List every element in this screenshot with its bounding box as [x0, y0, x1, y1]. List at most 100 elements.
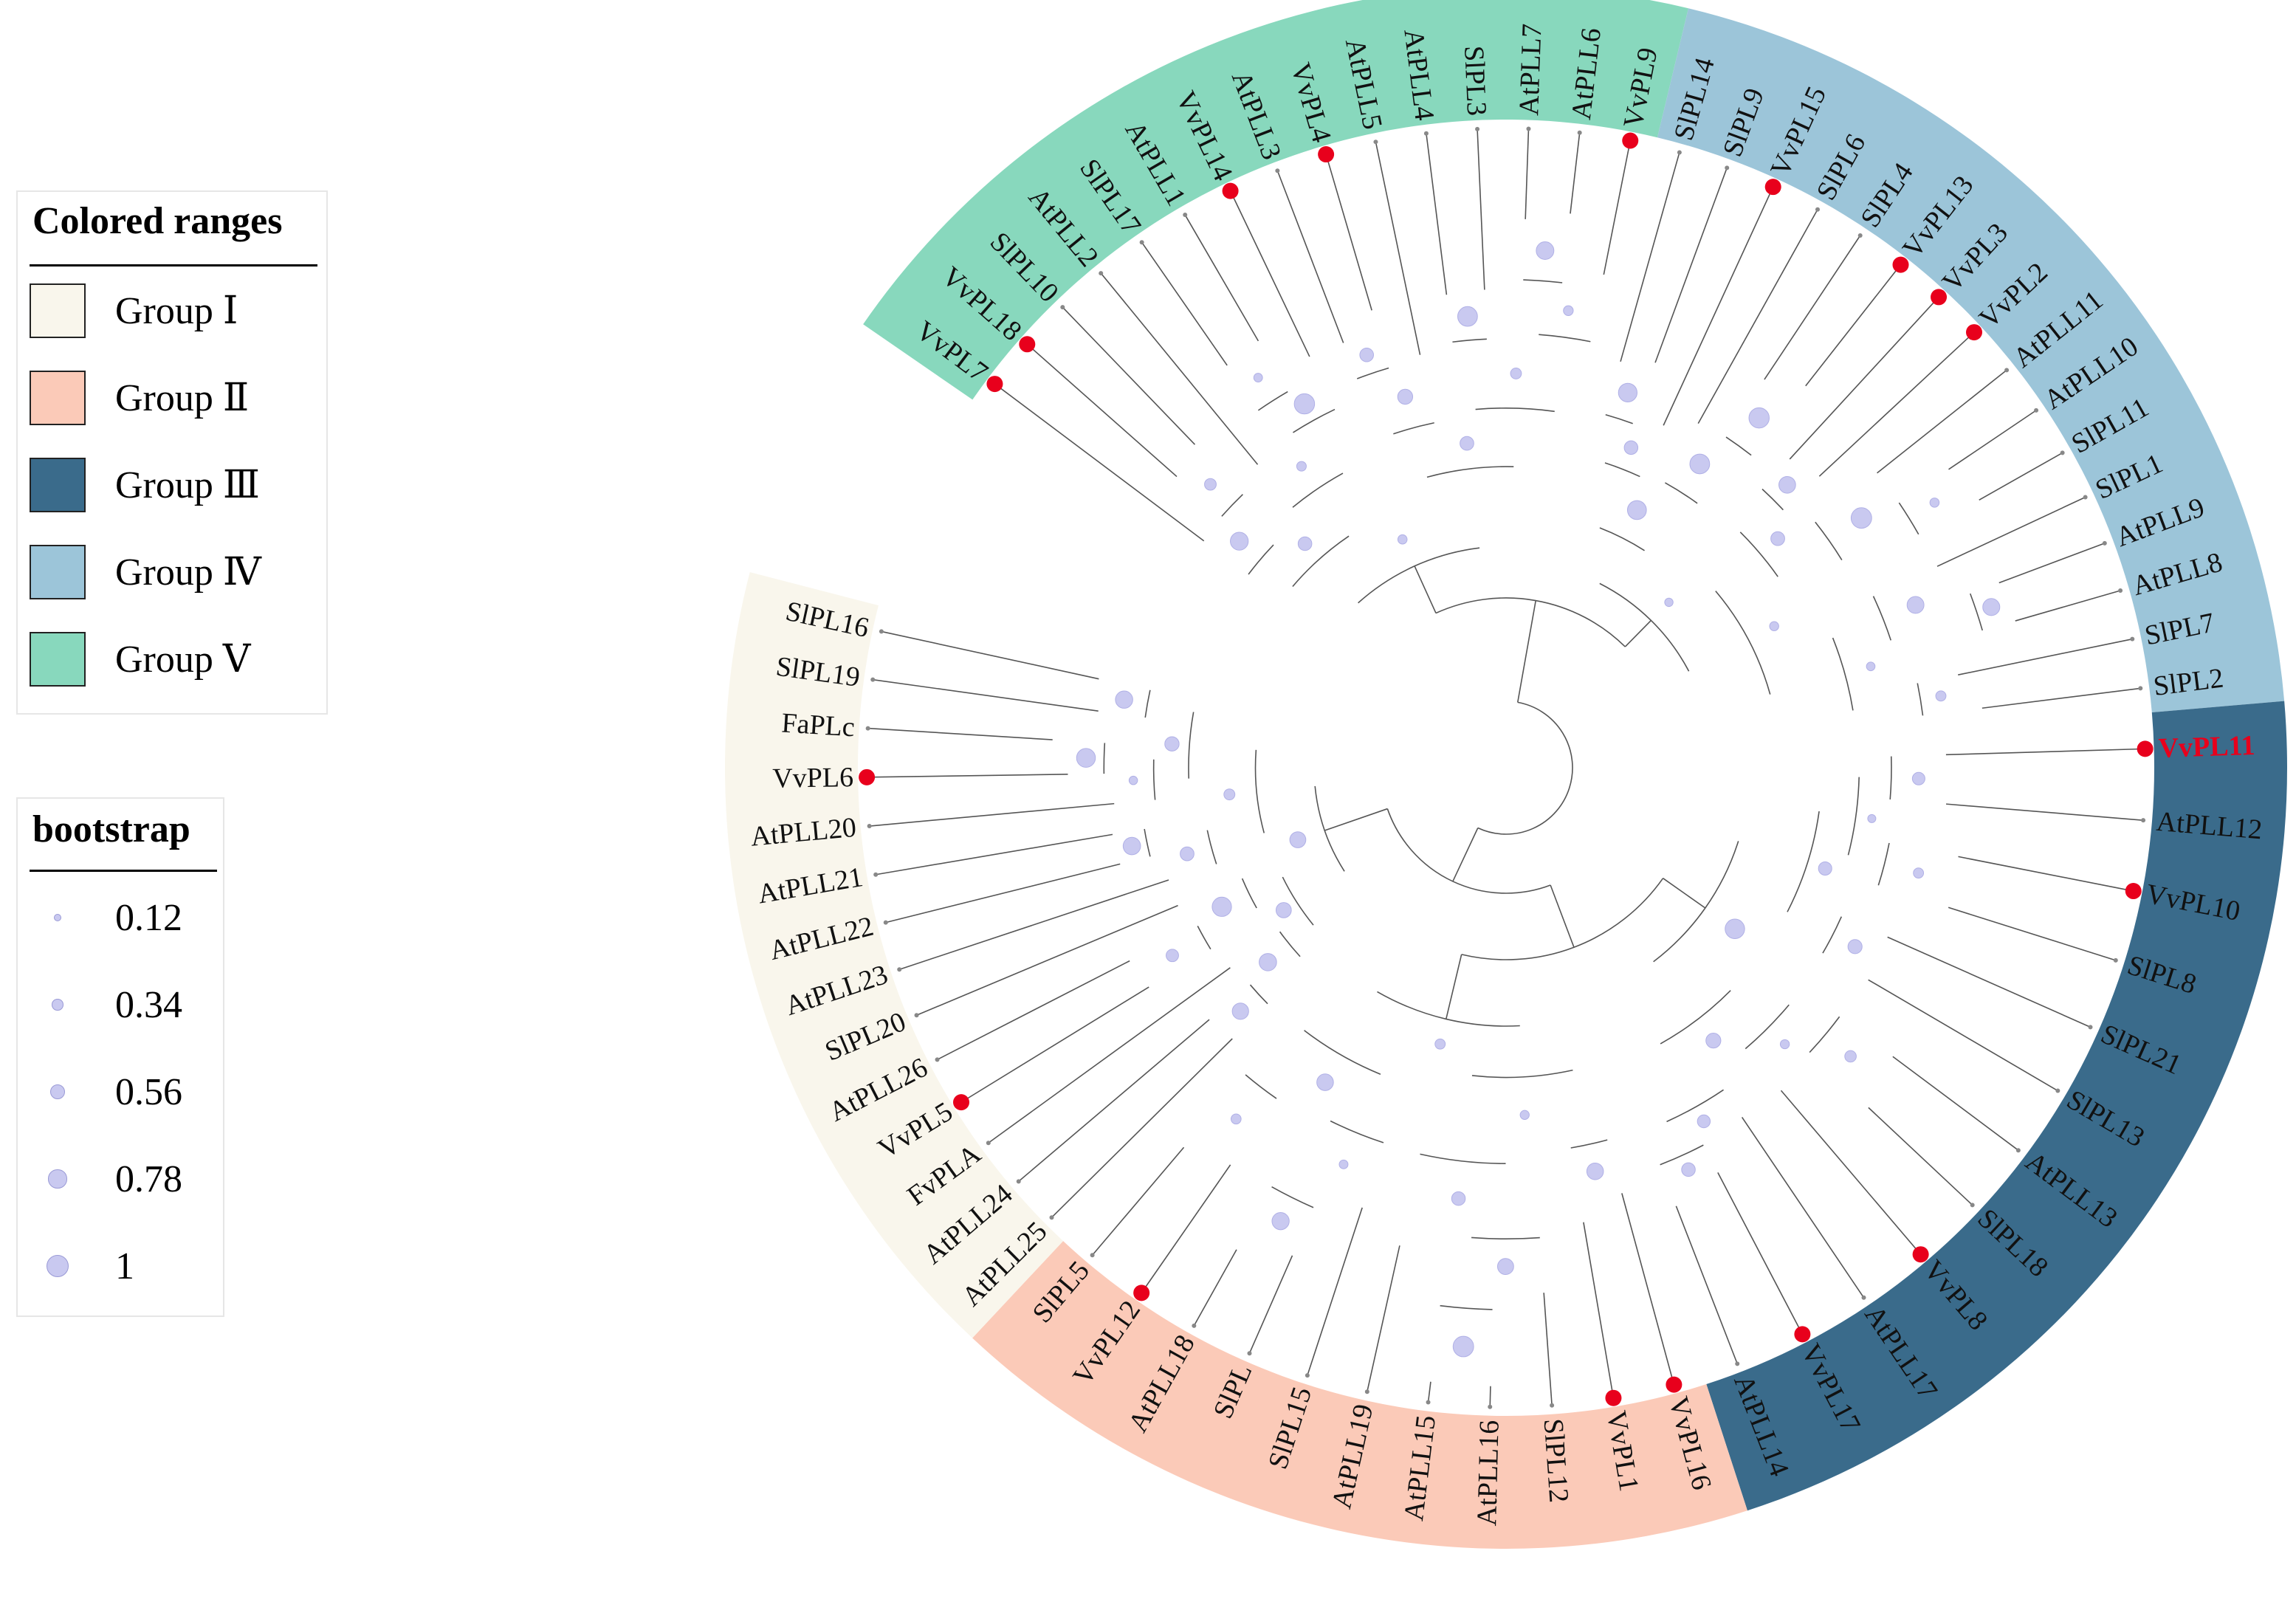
bootstrap-item: 0.78 [30, 1152, 182, 1206]
branch-line [1051, 1038, 1233, 1218]
legend-item-group-1: Group Ⅰ [30, 283, 238, 338]
leaf-tip [1577, 130, 1582, 135]
leaf-tip [2015, 1148, 2021, 1153]
bootstrap-marker [1586, 1162, 1604, 1180]
branch-arc [1144, 689, 1151, 718]
branch-arc [1523, 279, 1563, 283]
bootstrap-dot-icon [52, 999, 63, 1011]
bootstrap-marker [1460, 436, 1474, 451]
branch-arc [1249, 984, 1268, 1005]
branch-line [1477, 128, 1485, 290]
branch-line [885, 863, 1121, 924]
bootstrap-item: 1 [30, 1239, 134, 1293]
branch-arc [1653, 841, 1739, 963]
leaf-tip [1475, 126, 1480, 131]
bootstrap-marker [1122, 836, 1141, 856]
bootstrap-marker [1705, 1033, 1722, 1049]
branch-line [1958, 638, 2133, 675]
branch-line [1543, 1293, 1553, 1406]
branch-arc [1471, 1069, 1573, 1079]
highlight-dot-icon [1605, 1389, 1622, 1406]
leaf-tip [870, 677, 876, 682]
branch-line [1427, 1381, 1431, 1403]
leaf-label: VvPL6 [772, 762, 853, 794]
legend-item-label: Group Ⅰ [115, 290, 238, 332]
bootstrap-marker [1496, 1258, 1514, 1276]
bootstrap-marker [1289, 831, 1307, 848]
bootstrap-marker [1847, 939, 1863, 955]
bootstrap-marker [1935, 690, 1947, 702]
legend-item-group-5: Group Ⅴ [30, 632, 250, 687]
bootstrap-marker [1769, 621, 1779, 631]
branch-arc [1279, 931, 1301, 957]
branch-line [1550, 884, 1575, 948]
bootstrap-marker [1748, 407, 1770, 429]
legend-title-rule [30, 870, 217, 872]
leaf-tip [935, 1057, 940, 1062]
branch-line [960, 986, 1149, 1103]
branch-line [1621, 1193, 1675, 1385]
bootstrap-marker [1452, 1335, 1474, 1358]
bootstrap-marker [1725, 918, 1745, 939]
leaf-tip [1060, 305, 1065, 310]
branch-arc [1393, 422, 1434, 435]
branch-arc [1282, 876, 1314, 926]
branch-arc [1872, 596, 1892, 641]
highlight-dot-icon [986, 376, 1003, 393]
branch-line [1193, 1249, 1237, 1327]
bootstrap-marker [1338, 1159, 1349, 1169]
leaf-tip [883, 920, 888, 925]
branch-line [1892, 1056, 2019, 1151]
leaf-tip [1139, 240, 1144, 245]
tree-branches [867, 128, 2145, 1407]
highlight-dot-icon [1019, 336, 1036, 353]
bootstrap-marker [1866, 661, 1876, 672]
branch-line [1452, 828, 1479, 882]
branch-arc [1889, 756, 1892, 799]
branch-arc [1221, 494, 1243, 517]
bootstrap-marker [1697, 1114, 1711, 1129]
branch-arc [1739, 532, 1778, 577]
branch-arc [1471, 1237, 1540, 1239]
bootstrap-item-label: 0.78 [115, 1158, 182, 1200]
bootstrap-item-label: 0.34 [115, 983, 182, 1026]
bootstrap-marker [1618, 382, 1637, 402]
leaf-tip [873, 872, 879, 877]
leaf-tip [1526, 126, 1531, 131]
highlight-dot-icon [2137, 740, 2154, 757]
highlight-dot-icon [1912, 1246, 1929, 1263]
branch-line [867, 727, 1053, 740]
bootstrap-marker [1844, 1050, 1857, 1063]
leaf-label: SlPL12 [1537, 1417, 1574, 1504]
bootstrap-item: 0.56 [30, 1065, 182, 1119]
branch-arc [1188, 712, 1195, 779]
highlight-dot-icon [2125, 883, 2142, 900]
leaf-tip [1305, 1373, 1310, 1378]
branch-arc [1452, 338, 1487, 343]
bootstrap-marker [1231, 1002, 1249, 1020]
branch-line [876, 833, 1113, 876]
branch-line [1570, 132, 1581, 214]
branch-line [1697, 209, 1818, 424]
branch-line [1981, 687, 2141, 709]
branch-arc [1304, 1030, 1381, 1075]
branch-line [1248, 1255, 1293, 1354]
bootstrap-marker [1296, 461, 1307, 472]
bootstrap-dot-icon [48, 1169, 67, 1189]
leaf-tip [1247, 1351, 1252, 1356]
branch-arc [1330, 1120, 1384, 1143]
branch-arc [1292, 535, 1350, 588]
branch-line [869, 802, 1115, 827]
bootstrap-marker [1681, 1162, 1696, 1177]
branch-line [1741, 1117, 1865, 1299]
branch-line [988, 967, 1231, 1143]
bootstrap-marker [1913, 867, 1925, 879]
bootstrap-dot-icon [47, 1255, 69, 1277]
bootstrap-item-label: 0.56 [115, 1070, 182, 1113]
branch-line [1948, 907, 2117, 961]
leaf-label: FaPLc [780, 707, 856, 743]
bootstrap-marker [1623, 440, 1639, 455]
leaf-tip [986, 1141, 991, 1146]
branch-line [1780, 1090, 1922, 1255]
branch-line [898, 879, 1169, 971]
